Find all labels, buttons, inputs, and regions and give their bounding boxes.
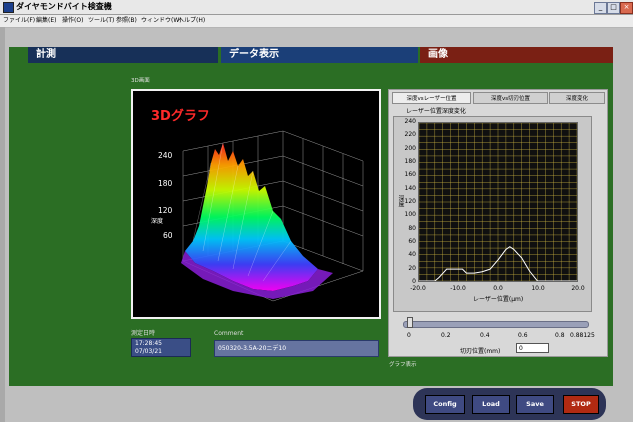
y-tick: 100	[404, 211, 416, 219]
config-button[interactable]: Config	[425, 395, 465, 414]
measure-date: 07/03/21	[135, 348, 162, 355]
measure-date-label: 測定日時	[131, 330, 156, 337]
left-edge	[0, 27, 5, 422]
graph3d-panel[interactable]: 3Dグラフ 深度 240 180 120 60	[131, 89, 381, 319]
depth-chart-title: レーザー位置深度変化	[406, 108, 466, 115]
cutting-edge-position-input[interactable]: 0	[516, 343, 549, 353]
subtab-depth-vs-cutting-edge[interactable]: 深度vs切刃位置	[473, 92, 548, 104]
y-tick: 80	[408, 224, 416, 232]
comment-label: Comment	[214, 330, 244, 337]
stop-button[interactable]: STOP	[563, 395, 599, 414]
y-tick: 60	[408, 238, 416, 245]
slider-thumb[interactable]	[407, 317, 413, 328]
slider-tick: 0.8	[555, 332, 565, 339]
slider-tick: 0.88125	[570, 332, 595, 339]
tab-data-display[interactable]: データ表示	[221, 47, 418, 63]
slider-tick: 0.4	[480, 332, 490, 339]
z-tick: 240	[158, 151, 173, 160]
graph3d-title: 3Dグラフ	[151, 109, 210, 124]
measure-datetime-box: 17:28:45 07/03/21	[131, 338, 191, 357]
menu-tools[interactable]: ツール(T)	[88, 17, 115, 24]
tab-measure[interactable]: 計測	[28, 47, 218, 63]
y-tick: 160	[404, 171, 416, 179]
app-icon	[3, 2, 14, 13]
y-tick: 220	[404, 131, 416, 139]
menu-edit[interactable]: 編集(E)	[36, 17, 57, 24]
close-button[interactable]: ×	[620, 2, 633, 14]
subtab-depth-change[interactable]: 深度変化	[549, 92, 605, 104]
graph-display-label: グラフ表示	[389, 362, 417, 368]
menu-bar: ファイル(F) 編集(E) 操作(O) ツール(T) 参照(B) ウィンドウ(W…	[0, 15, 633, 28]
save-button[interactable]: Save	[516, 395, 554, 414]
graph3d-svg	[181, 130, 364, 302]
y-tick: 20	[408, 264, 416, 272]
y-tick: 200	[404, 144, 416, 152]
graph3d-z-axis-label: 深度	[151, 218, 164, 225]
z-tick: 180	[158, 179, 173, 188]
menu-file[interactable]: ファイル(F)	[3, 17, 36, 24]
y-tick: 140	[404, 184, 416, 192]
minimize-button[interactable]: _	[594, 2, 607, 14]
graph3d-floor	[181, 251, 333, 299]
menu-browse[interactable]: 参照(B)	[116, 17, 137, 24]
slider-tick: 0.2	[441, 332, 451, 339]
y-tick: 240	[404, 118, 416, 125]
maximize-button[interactable]: □	[607, 2, 620, 14]
x-tick: -10.0	[450, 285, 466, 292]
measure-time: 17:28:45	[135, 340, 162, 347]
comment-field[interactable]: 050320-3.5A-20ニデ10	[214, 340, 379, 357]
menu-operation[interactable]: 操作(O)	[62, 17, 84, 24]
z-tick: 120	[158, 206, 173, 215]
plot-area	[418, 122, 578, 282]
graph3d-caption: 3D画面	[131, 78, 150, 84]
tab-image[interactable]: 画像	[420, 47, 613, 63]
x-tick: -20.0	[410, 285, 426, 292]
graph3d-surface-ridge	[192, 142, 292, 282]
title-bar: ダイヤモンドバイト検査機 _ □ ×	[0, 0, 633, 15]
cutting-edge-position-label: 切刃位置(mm)	[460, 348, 501, 355]
depth-series-line	[419, 246, 577, 281]
x-tick: 0.0	[493, 285, 503, 292]
y-tick: 180	[404, 158, 416, 165]
load-button[interactable]: Load	[472, 395, 510, 414]
graph3d-surface	[185, 143, 318, 291]
x-tick: 20.0	[571, 285, 585, 292]
y-tick: 120	[404, 198, 416, 205]
slider-tick: 0.6	[518, 332, 528, 339]
x-axis-title: レーザー位置(μm)	[473, 296, 524, 303]
y-tick: 40	[408, 251, 416, 259]
z-tick: 60	[163, 231, 173, 240]
cutting-edge-slider[interactable]	[403, 321, 589, 328]
window-title: ダイヤモンドバイト検査機	[16, 2, 112, 11]
y-axis-title: 深度	[397, 195, 404, 207]
depth-line-chart	[419, 123, 577, 281]
subtab-depth-vs-laser[interactable]: 深度vsレーザー位置	[392, 92, 471, 104]
menu-help[interactable]: ヘルプ(H)	[178, 17, 206, 24]
menu-window[interactable]: ウィンドウ(W)	[141, 17, 182, 24]
y-tick: 0	[412, 278, 416, 285]
x-tick: 10.0	[531, 285, 545, 292]
slider-tick: 0	[407, 332, 411, 339]
